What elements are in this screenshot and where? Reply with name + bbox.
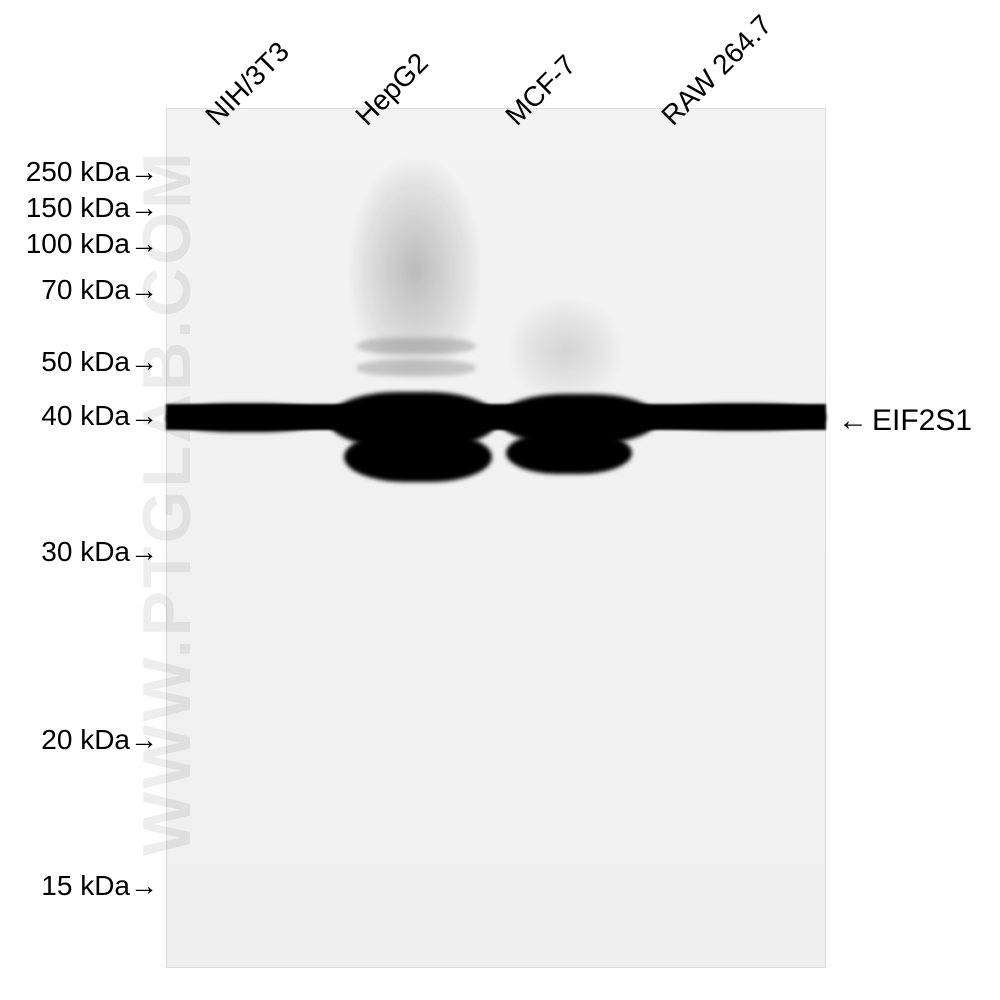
marker-70: 70 kDa→ bbox=[41, 274, 158, 306]
target-arrow-icon: ← bbox=[838, 404, 868, 438]
faint-band-hepg2-1 bbox=[356, 338, 476, 354]
marker-100: 100 kDa→ bbox=[26, 228, 158, 260]
marker-250: 250 kDa→ bbox=[26, 156, 158, 188]
figure-canvas: WWW.PTGLAB.COM NIH/3T3 HepG2 MCF-7 RAW 2… bbox=[0, 0, 1000, 1000]
marker-50: 50 kDa→ bbox=[41, 346, 158, 378]
marker-150: 150 kDa→ bbox=[26, 192, 158, 224]
smear-mcf7 bbox=[510, 300, 620, 400]
marker-30: 30 kDa→ bbox=[41, 536, 158, 568]
band-lane2-below bbox=[344, 432, 492, 482]
faint-band-hepg2-2 bbox=[356, 360, 476, 376]
marker-15: 15 kDa→ bbox=[41, 870, 158, 902]
band-lane3-below bbox=[506, 432, 632, 474]
marker-20: 20 kDa→ bbox=[41, 724, 158, 756]
marker-40: 40 kDa→ bbox=[41, 400, 158, 432]
target-label: EIF2S1 bbox=[872, 404, 972, 438]
band-lane4 bbox=[658, 404, 826, 430]
band-lane1 bbox=[166, 404, 328, 432]
blot-membrane bbox=[166, 108, 826, 968]
